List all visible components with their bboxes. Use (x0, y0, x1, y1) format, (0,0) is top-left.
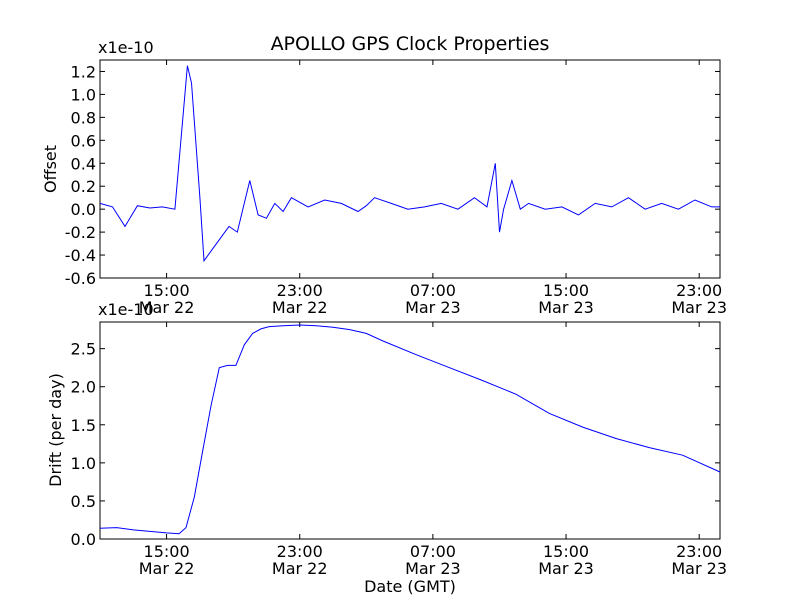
drift-x-tick-date: Mar 23 (671, 559, 727, 578)
offset-y-tick-label: 1.0 (71, 85, 96, 104)
offset-x-tick-date: Mar 23 (538, 298, 594, 317)
offset-y-tick-label: 0.4 (71, 154, 96, 173)
offset-y-tick-label: 0.8 (71, 108, 96, 127)
drift-plot-frame (99, 321, 721, 540)
drift-y-axis-label: Drift (per day) (46, 373, 65, 487)
offset-y-tick-label: -0.2 (65, 223, 96, 242)
offset-y-multiplier: x1e-10 (98, 38, 154, 57)
drift-x-tick-time: 07:00 (410, 542, 456, 561)
offset-y-tick-label: -0.4 (65, 246, 96, 265)
drift-y-multiplier: x1e-10 (98, 300, 154, 319)
offset-x-tick-time: 15:00 (543, 281, 589, 300)
offset-y-ticks: -0.6 -0.4 -0.2 0.0 0.2 0.4 0.6 0.8 1.0 1.2 (65, 62, 720, 288)
drift-y-ticks: 0.0 0.5 1.0 1.5 2.0 2.5 (71, 340, 720, 549)
offset-x-tick-time: 07:00 (410, 281, 456, 300)
offset-x-tick-time: 15:00 (144, 281, 190, 300)
offset-y-tick-label: 0.6 (71, 131, 96, 150)
offset-y-tick-label: -0.6 (65, 269, 96, 288)
offset-x-tick-date: Mar 23 (671, 298, 727, 317)
drift-y-tick-label: 2.0 (71, 378, 96, 397)
offset-plot-frame (99, 59, 721, 279)
drift-y-tick-label: 0.0 (71, 530, 96, 549)
drift-x-tick-time: 15:00 (543, 542, 589, 561)
drift-x-tick-time: 23:00 (676, 542, 722, 561)
offset-x-tick-date: Mar 22 (139, 298, 195, 317)
offset-y-tick-label: 0.2 (71, 177, 96, 196)
drift-x-tick-date: Mar 22 (139, 559, 195, 578)
offset-y-tick-label: 1.2 (71, 62, 96, 81)
drift-y-tick-label: 2.5 (71, 340, 96, 359)
drift-x-tick-time: 23:00 (277, 542, 323, 561)
offset-x-tick-date: Mar 23 (405, 298, 461, 317)
drift-x-tick-date: Mar 23 (405, 559, 461, 578)
offset-x-tick-time: 23:00 (277, 281, 323, 300)
offset-x-tick-time: 23:00 (676, 281, 722, 300)
drift-x-tick-time: 15:00 (144, 542, 190, 561)
drift-x-tick-date: Mar 22 (272, 559, 328, 578)
offset-plot: Offset x1e-10 -0.6 -0.4 -0.2 0.0 0.2 0.4 0.6 0.… (41, 38, 727, 317)
offset-y-tick-label: 0.0 (71, 200, 96, 219)
offset-y-axis-label: Offset (41, 145, 60, 193)
drift-x-tick-date: Mar 23 (538, 559, 594, 578)
drift-y-tick-label: 1.0 (71, 454, 96, 473)
offset-x-tick-date: Mar 22 (272, 298, 328, 317)
drift-plot: Drift (per day) x1e-10 Date (GMT) 0.0 0.5… (46, 300, 727, 596)
drift-x-axis-label: Date (GMT) (364, 577, 456, 596)
drift-y-tick-label: 1.5 (71, 416, 96, 435)
chart-title: APOLLO GPS Clock Properties (271, 33, 550, 55)
drift-y-tick-label: 0.5 (71, 492, 96, 511)
drift-series-line (99, 324, 721, 535)
offset-series-line (99, 65, 720, 263)
